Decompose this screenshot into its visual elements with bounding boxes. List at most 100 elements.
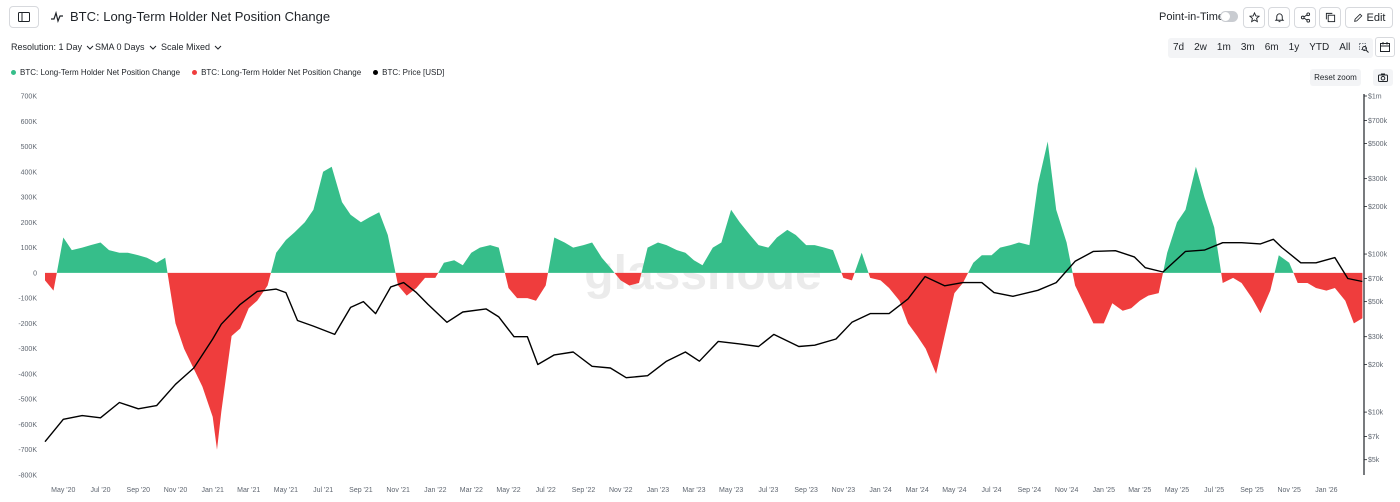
- y-left-tick-label: 100K: [21, 245, 38, 252]
- x-tick-label: Jul '20: [90, 487, 110, 494]
- copy-button[interactable]: [1319, 7, 1341, 28]
- price-line: [44, 238, 1363, 443]
- x-tick-label: Jan '23: [647, 487, 669, 494]
- net-position-negative-area: [1072, 272, 1163, 324]
- net-position-negative-area: [868, 272, 969, 374]
- net-position-positive-area: [56, 237, 168, 273]
- range-ytd[interactable]: YTD: [1309, 42, 1330, 53]
- y-left-tick-label: -400K: [18, 371, 37, 378]
- y-right-tick-label: $50k: [1368, 299, 1384, 306]
- scale-label: Scale Mixed: [161, 42, 211, 52]
- net-position-positive-area: [438, 245, 505, 273]
- range-2w[interactable]: 2w: [1194, 42, 1207, 53]
- y-left-tick-label: 500K: [21, 144, 38, 151]
- legend-item-positive[interactable]: BTC: Long-Term Holder Net Position Chang…: [11, 68, 180, 77]
- alert-button[interactable]: [1268, 7, 1290, 28]
- y-right-tick-label: $30k: [1368, 334, 1384, 341]
- y-left-tick-label: 700K: [21, 94, 38, 101]
- screenshot-button[interactable]: [1373, 69, 1393, 86]
- y-left-tick-label: 400K: [21, 169, 38, 176]
- net-position-negative-area: [45, 272, 57, 291]
- x-tick-label: Mar '22: [460, 487, 483, 494]
- range-1m[interactable]: 1m: [1216, 42, 1231, 53]
- sidebar-toggle-button[interactable]: [9, 6, 39, 28]
- chart-canvas[interactable]: glassnode 700K600K500K400K300K200K100K0-…: [0, 86, 1400, 502]
- x-tick-label: Nov '20: [164, 487, 188, 494]
- scale-dropdown[interactable]: Scale Mixed: [161, 42, 222, 52]
- x-tick-label: May '23: [719, 487, 743, 494]
- x-tick-label: May '25: [1165, 487, 1189, 494]
- favorite-button[interactable]: [1243, 7, 1265, 28]
- x-tick-label: Jan '25: [1093, 487, 1115, 494]
- x-tick-label: May '21: [274, 487, 298, 494]
- net-position-negative-area: [504, 272, 548, 301]
- x-tick-label: May '24: [942, 487, 966, 494]
- net-position-negative-area: [614, 272, 642, 286]
- x-tick-label: Nov '24: [1055, 487, 1079, 494]
- y-right-tick-label: $1m: [1368, 94, 1382, 101]
- y-right-tick-label: $5k: [1368, 457, 1380, 464]
- chevron-down-icon: [149, 45, 156, 50]
- net-position-positive-area: [548, 237, 615, 273]
- pencil-icon: [1353, 13, 1362, 22]
- y-right-tick-label: $300k: [1368, 176, 1388, 183]
- chart-legend: BTC: Long-Term Holder Net Position Chang…: [11, 68, 444, 77]
- chevron-down-icon: [86, 45, 94, 50]
- camera-icon: [1378, 73, 1388, 82]
- edit-button[interactable]: Edit: [1345, 7, 1393, 28]
- legend-item-negative[interactable]: BTC: Long-Term Holder Net Position Chang…: [192, 68, 361, 77]
- legend-label-positive: BTC: Long-Term Holder Net Position Chang…: [20, 68, 181, 77]
- sma-label: SMA 0 Days: [95, 42, 145, 52]
- zoom-icon: [1359, 43, 1370, 53]
- y-left-tick-label: 200K: [21, 220, 38, 227]
- x-tick-label: Nov '23: [832, 487, 856, 494]
- x-tick-label: Jul '21: [313, 487, 333, 494]
- point-in-time-toggle[interactable]: [1220, 11, 1238, 22]
- y-left-tick-label: -100K: [18, 296, 37, 303]
- range-7d[interactable]: 7d: [1173, 42, 1185, 53]
- legend-dot-negative: [192, 70, 198, 75]
- share-icon: [1300, 12, 1310, 23]
- range-all[interactable]: All: [1339, 42, 1351, 53]
- legend-item-price[interactable]: BTC: Price [USD]: [373, 68, 444, 77]
- sma-dropdown[interactable]: SMA 0 Days: [95, 42, 157, 52]
- net-position-positive-area: [968, 141, 1073, 273]
- legend-dot-price: [373, 70, 379, 75]
- reset-zoom-button[interactable]: Reset zoom: [1310, 69, 1361, 86]
- y-left-tick-label: 600K: [21, 119, 38, 126]
- date-picker-button[interactable]: [1375, 37, 1395, 57]
- legend-label-price: BTC: Price [USD]: [382, 68, 445, 77]
- point-in-time-label: Point-in-Time: [1159, 11, 1224, 23]
- range-1y[interactable]: 1y: [1288, 42, 1300, 53]
- x-tick-label: Mar '21: [237, 487, 260, 494]
- net-position-positive-area: [1163, 166, 1222, 273]
- net-position-positive-area: [270, 166, 396, 273]
- edit-button-label: Edit: [1366, 11, 1386, 24]
- y-left-tick-label: -300K: [18, 346, 37, 353]
- range-3m[interactable]: 3m: [1240, 42, 1255, 53]
- net-position-negative-area: [395, 272, 439, 296]
- x-tick-label: May '20: [51, 487, 75, 494]
- chevron-down-icon: [214, 45, 222, 50]
- y-left-tick-label: -200K: [18, 321, 37, 328]
- x-tick-label: Nov '22: [609, 487, 633, 494]
- y-left-tick-label: -800K: [18, 473, 37, 480]
- y-right-tick-label: $20k: [1368, 362, 1384, 369]
- net-position-negative-area: [1221, 272, 1275, 314]
- resolution-dropdown[interactable]: Resolution: 1 Day: [11, 42, 94, 52]
- top-bar: BTC: Long-Term Holder Net Position Chang…: [0, 0, 1400, 34]
- chart-line-icon: [51, 10, 63, 23]
- x-tick-label: Jan '26: [1315, 487, 1337, 494]
- copy-icon: [1325, 12, 1335, 23]
- page-title: BTC: Long-Term Holder Net Position Chang…: [70, 9, 331, 24]
- bell-icon: [1274, 13, 1284, 23]
- x-tick-label: Mar '24: [906, 487, 929, 494]
- share-button[interactable]: [1294, 7, 1316, 28]
- star-icon: [1248, 12, 1260, 23]
- y-right-tick-label: $200k: [1368, 204, 1388, 211]
- range-6m[interactable]: 6m: [1264, 42, 1279, 53]
- x-tick-label: Sep '20: [127, 487, 151, 494]
- zoom-select-button[interactable]: [1355, 38, 1373, 58]
- x-tick-label: Jan '22: [424, 487, 446, 494]
- y-left-tick-label: 300K: [21, 195, 38, 202]
